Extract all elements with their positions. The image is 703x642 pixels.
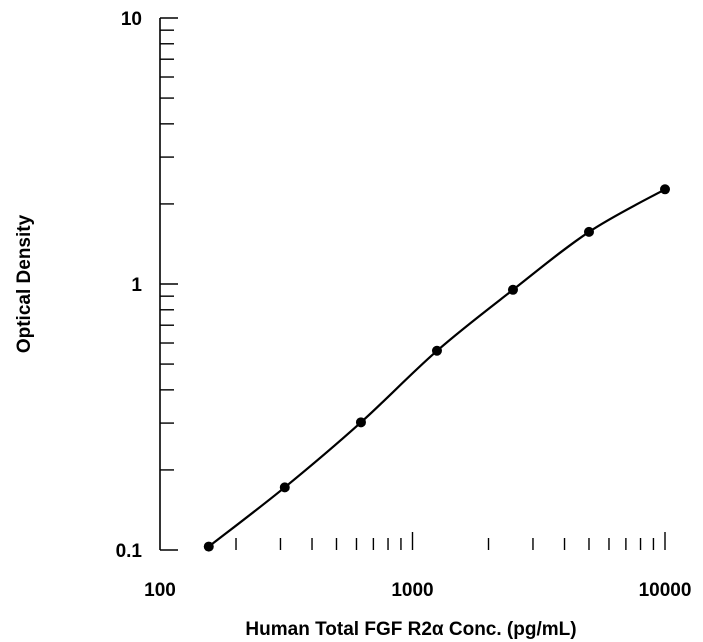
y-axis-ticks: [160, 17, 178, 551]
data-point: [203, 541, 214, 552]
fitted-curve: [208, 188, 666, 548]
y-axis-title: Optical Density: [14, 214, 35, 353]
x-axis-ticks: [235, 532, 666, 550]
data-point: [583, 226, 594, 237]
y-tick-label: 1: [131, 275, 142, 296]
data-point: [355, 417, 366, 428]
x-tick-label: 10000: [639, 580, 692, 601]
data-points: [203, 184, 670, 552]
data-point: [507, 284, 518, 295]
y-tick-label: 0.1: [116, 541, 143, 562]
data-point: [279, 482, 290, 493]
y-tick-label: 10: [121, 9, 142, 30]
x-tick-label: 100: [144, 580, 176, 601]
y-tick-labels: 0.1 1 10: [116, 9, 143, 562]
x-axis-title: Human Total FGF R2α Conc. (pg/mL): [245, 619, 576, 640]
data-point: [431, 345, 442, 356]
x-tick-labels: 100 1000 10000: [144, 580, 691, 601]
data-point: [660, 184, 670, 195]
x-tick-label: 1000: [391, 580, 433, 601]
